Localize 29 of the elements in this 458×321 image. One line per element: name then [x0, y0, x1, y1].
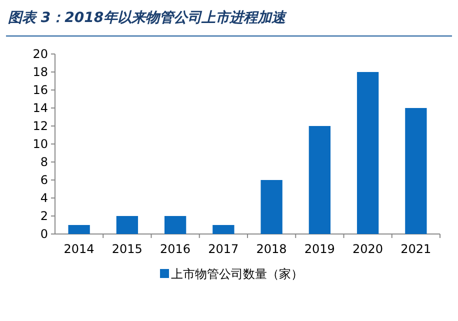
- x-tick-label: 2017: [208, 242, 239, 256]
- x-tick-label: 2016: [160, 242, 191, 256]
- y-tick-label: 18: [32, 65, 48, 79]
- x-tick-label: 2015: [112, 242, 142, 256]
- y-tick-label: 14: [32, 101, 48, 115]
- bar: [212, 225, 234, 234]
- chart-title: 图表 3：2018年以来物管公司上市进程加速: [8, 9, 288, 26]
- x-tick-label: 2020: [352, 242, 384, 256]
- bar: [260, 180, 282, 234]
- bar: [164, 216, 186, 234]
- y-tick-label: 2: [40, 209, 48, 223]
- x-tick-label: 2021: [400, 242, 432, 256]
- bar: [116, 216, 138, 234]
- y-tick-label: 12: [32, 119, 48, 133]
- x-tick-label: 2018: [256, 242, 287, 256]
- bar: [68, 225, 90, 234]
- x-tick-label: 2014: [64, 242, 94, 256]
- bar: [356, 72, 379, 234]
- bar: [405, 108, 427, 234]
- y-tick-label: 16: [32, 83, 48, 97]
- y-tick-label: 8: [40, 155, 48, 169]
- y-tick-label: 0: [40, 227, 48, 241]
- y-tick-label: 6: [40, 173, 48, 187]
- legend-label: 上市物管公司数量（家）: [171, 267, 303, 281]
- y-tick-label: 20: [32, 47, 48, 61]
- y-tick-label: 4: [40, 191, 48, 205]
- bar: [308, 126, 331, 234]
- x-tick-label: 2019: [304, 242, 335, 256]
- y-tick-label: 10: [32, 137, 48, 151]
